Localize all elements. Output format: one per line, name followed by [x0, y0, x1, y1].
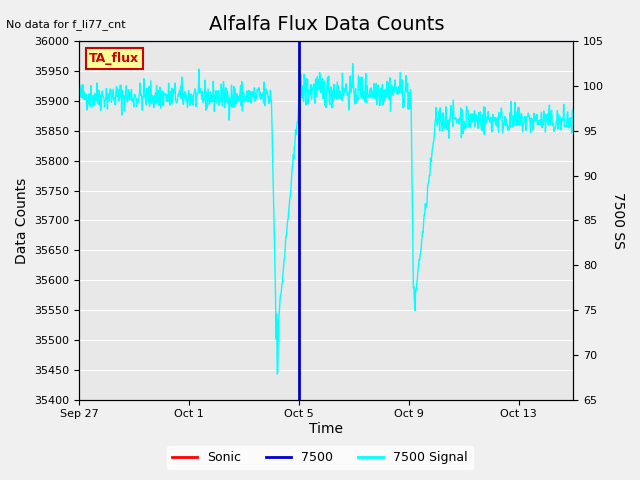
Title: Alfalfa Flux Data Counts: Alfalfa Flux Data Counts: [209, 15, 444, 34]
Legend: Sonic, 7500, 7500 Signal: Sonic, 7500, 7500 Signal: [167, 446, 473, 469]
Y-axis label: Data Counts: Data Counts: [15, 177, 29, 264]
Text: No data for f_li77_cnt: No data for f_li77_cnt: [6, 19, 126, 30]
Text: TA_flux: TA_flux: [90, 52, 140, 65]
Y-axis label: 7500 SS: 7500 SS: [611, 192, 625, 249]
X-axis label: Time: Time: [309, 422, 344, 436]
